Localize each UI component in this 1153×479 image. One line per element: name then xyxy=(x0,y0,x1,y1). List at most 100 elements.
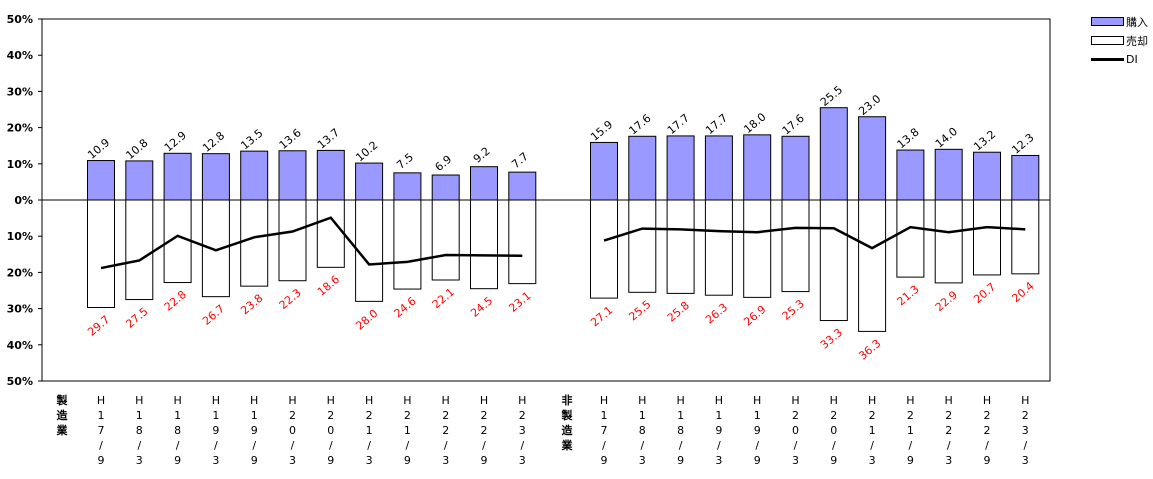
sale-bar xyxy=(704,199,733,296)
x-tick-label-char: H xyxy=(288,394,296,407)
x-tick-label-char: 3 xyxy=(639,454,646,467)
x-tick-label-char: 3 xyxy=(519,424,526,437)
sale-value-label: 18.6 xyxy=(315,273,342,299)
purchase-bar xyxy=(163,152,192,201)
group-label-char: 業 xyxy=(56,423,69,437)
x-tick-label-char: 8 xyxy=(136,424,143,437)
x-tick-label-char: / xyxy=(367,439,371,452)
x-tick-label-char: H xyxy=(135,394,143,407)
purchase-bar xyxy=(819,107,848,201)
x-tick-label-char: 1 xyxy=(212,409,219,422)
purchase-value-label: 13.7 xyxy=(315,126,342,152)
sale-value-label: 23.8 xyxy=(238,292,265,318)
x-tick-label-char: 1 xyxy=(601,409,608,422)
x-tick-label-char: 2 xyxy=(519,409,526,422)
x-tick-label-char: 1 xyxy=(98,409,105,422)
purchase-value-label: 10.2 xyxy=(353,139,380,165)
x-tick-label-char: 9 xyxy=(754,454,761,467)
x-tick-label-char: / xyxy=(909,439,913,452)
x-tick-label-char: 9 xyxy=(251,454,258,467)
sale-bar xyxy=(896,199,925,278)
x-tick-label-char: 1 xyxy=(639,409,646,422)
sale-bar xyxy=(973,199,1001,276)
purchase-bar xyxy=(470,166,498,201)
group-label-char: 非 xyxy=(562,393,573,407)
x-tick-label-char: H xyxy=(403,394,411,407)
sale-bar xyxy=(781,199,810,293)
x-tick-label-char: H xyxy=(830,394,838,407)
x-tick-label-char: 1 xyxy=(404,424,411,437)
sale-value-label: 29.7 xyxy=(85,313,112,339)
x-tick-label-char: H xyxy=(638,394,646,407)
x-tick-label-char: 1 xyxy=(366,424,373,437)
x-tick-label-char: 2 xyxy=(1022,409,1029,422)
purchase-bar xyxy=(934,148,963,201)
sale-value-label: 25.3 xyxy=(780,297,807,323)
x-tick-label-char: 9 xyxy=(251,424,258,437)
sale-bar xyxy=(125,199,154,301)
di-line xyxy=(603,225,1026,250)
sale-bar xyxy=(278,199,307,282)
purchase-bar xyxy=(858,116,887,201)
sale-bar xyxy=(934,199,963,284)
x-tick-label-char: 3 xyxy=(212,454,219,467)
y-tick-label: 30% xyxy=(7,303,33,316)
x-tick-label-char: H xyxy=(173,394,181,407)
y-tick-label: 50% xyxy=(7,375,33,388)
x-tick-label-char: 2 xyxy=(907,409,914,422)
sale-value-label: 24.5 xyxy=(468,294,495,320)
x-tick-label-char: 9 xyxy=(754,424,761,437)
sale-value-label: 21.3 xyxy=(895,283,922,309)
purchase-bar xyxy=(278,150,307,201)
x-tick-label-char: / xyxy=(870,439,874,452)
x-tick-label-char: 1 xyxy=(869,424,876,437)
x-tick-label-char: 2 xyxy=(792,409,799,422)
sale-bar xyxy=(508,199,537,285)
purchase-value-label: 17.7 xyxy=(665,111,692,137)
group-label-char: 造 xyxy=(562,423,574,437)
x-tick-label-char: 3 xyxy=(1022,454,1029,467)
x-tick-label-char: 7 xyxy=(601,424,608,437)
x-tick-label-char: / xyxy=(482,439,486,452)
purchase-bar xyxy=(87,160,115,201)
legend-swatch-purchase xyxy=(1091,17,1124,26)
x-tick-label-char: H xyxy=(442,394,450,407)
legend: 購入 売却 DI xyxy=(1091,12,1148,69)
x-tick-label-char: 3 xyxy=(289,454,296,467)
purchase-bar xyxy=(1011,154,1040,201)
x-tick-label-char: H xyxy=(715,394,723,407)
x-tick-label-char: 1 xyxy=(907,424,914,437)
x-tick-label-char: 0 xyxy=(792,424,799,437)
purchase-value-label: 9.2 xyxy=(471,144,493,165)
purchase-bar xyxy=(590,141,618,201)
x-tick-label-char: / xyxy=(99,439,103,452)
x-tick-label-char: 9 xyxy=(98,454,105,467)
sale-value-label: 36.3 xyxy=(856,337,883,363)
sale-value-label: 20.4 xyxy=(1009,279,1036,305)
x-tick-label-char: H xyxy=(212,394,220,407)
x-tick-label-char: 3 xyxy=(366,454,373,467)
purchase-bar xyxy=(973,151,1001,201)
di-line xyxy=(100,216,523,270)
legend-item-di: DI xyxy=(1091,50,1148,69)
x-tick-label-char: / xyxy=(640,439,644,452)
sale-bar xyxy=(470,199,498,290)
purchase-bar xyxy=(508,171,537,201)
sale-bar xyxy=(666,199,695,294)
purchase-value-label: 13.8 xyxy=(895,126,922,152)
x-tick-label-char: 3 xyxy=(715,454,722,467)
legend-swatch-sale xyxy=(1091,36,1124,45)
sale-bar xyxy=(1011,199,1040,275)
x-tick-label-char: 9 xyxy=(907,454,914,467)
x-tick-label-char: 2 xyxy=(945,424,952,437)
sale-bar xyxy=(393,199,422,290)
purchase-bar xyxy=(896,149,925,201)
purchase-bar xyxy=(240,150,269,201)
purchase-bar xyxy=(125,160,154,201)
x-tick-label-char: H xyxy=(983,394,991,407)
purchase-bar xyxy=(743,134,772,201)
x-tick-label-char: / xyxy=(214,439,218,452)
x-tick-label-char: H xyxy=(945,394,953,407)
x-tick-label-char: H xyxy=(791,394,799,407)
